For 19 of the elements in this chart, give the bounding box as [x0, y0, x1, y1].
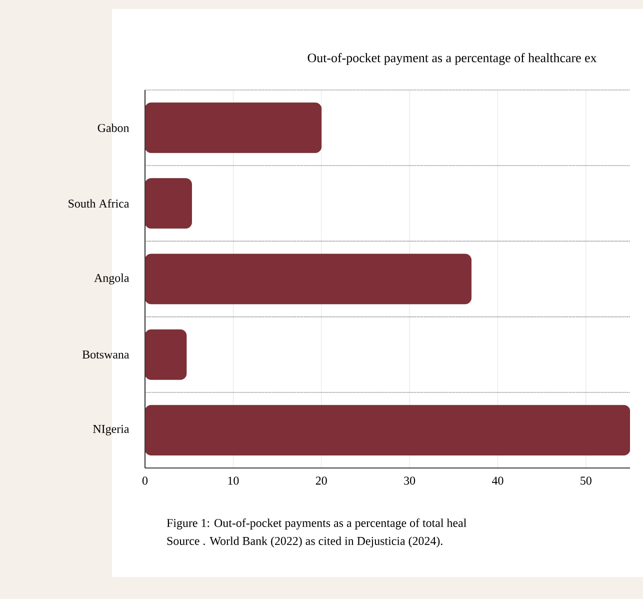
y-tick-label: Angola	[94, 274, 130, 284]
x-tick-label: 50	[580, 476, 592, 485]
bar	[145, 254, 472, 304]
x-tick-label: 20	[316, 476, 327, 485]
y-tick-label: Gabon	[98, 124, 130, 132]
bar	[145, 329, 187, 380]
y-tick-label: Botswana	[82, 350, 130, 359]
y-tick-label: South Africa	[68, 199, 130, 208]
y-tick-label: NIgeria	[93, 424, 130, 436]
bar	[145, 178, 192, 229]
x-tick-label: 0	[142, 476, 148, 485]
caption: Figure 1: Out-of-pocket payments as a percentage of total heal	[166, 518, 466, 530]
x-tick-label: 10	[228, 476, 239, 485]
chart-title: Out-of-pocket payment as a percentage of healthcare ex	[308, 53, 597, 65]
source-note: Source . World Bank (2022) as cited in Dejusticia (2024).	[167, 536, 442, 548]
x-tick-label: 30	[404, 476, 416, 485]
bar	[145, 404, 630, 456]
bar	[145, 102, 322, 153]
x-tick-label: 40	[492, 476, 504, 485]
